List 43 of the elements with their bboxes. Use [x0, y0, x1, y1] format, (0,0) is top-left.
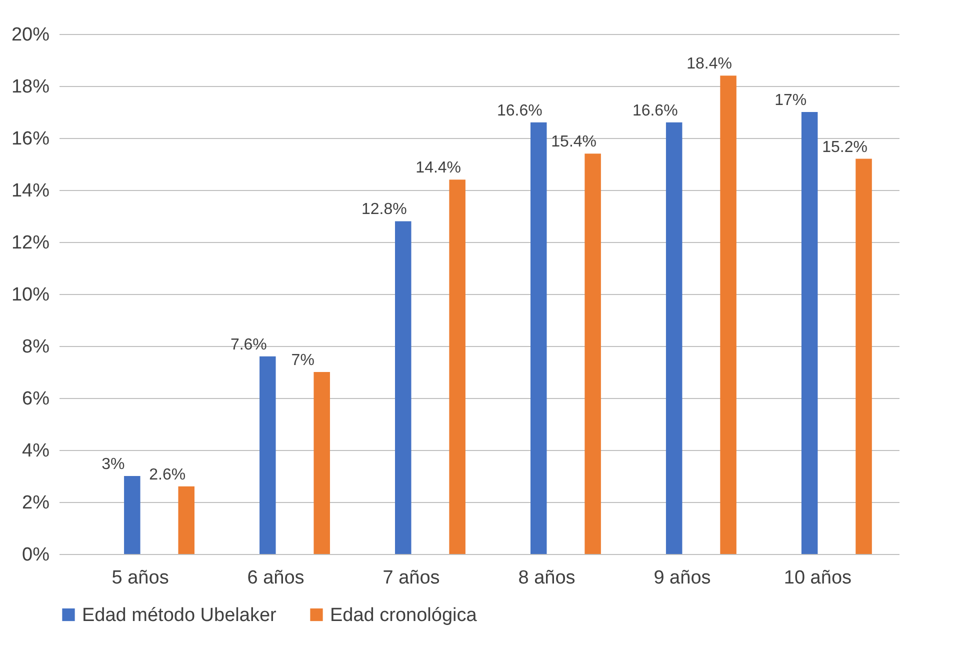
y-tick-label: 8% [22, 336, 50, 358]
bar [530, 122, 547, 554]
bar [395, 221, 412, 554]
y-tick-label: 10% [11, 284, 50, 306]
y-tick-label: 20% [11, 24, 50, 46]
bar [584, 154, 601, 554]
data-label: 14.4% [416, 160, 462, 177]
x-tick-label: 5 años [112, 568, 169, 588]
bar [260, 356, 276, 554]
y-tick-label: 0% [22, 544, 50, 566]
legend-label: Edad cronológica [330, 604, 478, 626]
data-label: 3% [102, 456, 125, 473]
bar [856, 158, 872, 554]
legend-label: Edad método Ubelaker [82, 604, 278, 626]
bar [720, 76, 736, 554]
y-tick-label: 14% [11, 180, 50, 202]
data-label: 7.6% [230, 336, 267, 354]
data-label: 18.4% [686, 56, 732, 73]
data-label: 7% [291, 352, 314, 369]
y-tick-label: 18% [11, 76, 50, 98]
y-tick-label: 6% [22, 388, 50, 410]
bar [801, 112, 818, 554]
x-tick-label: 6 años [247, 568, 304, 588]
y-tick-label: 12% [11, 232, 50, 254]
bar [178, 486, 194, 554]
y-tick-label: 4% [22, 440, 50, 462]
bar [314, 372, 330, 554]
x-tick-label: 8 años [518, 568, 576, 588]
x-tick-label: 7 años [382, 568, 440, 588]
data-label: 12.8% [361, 201, 407, 218]
bar [449, 180, 466, 554]
data-label: 16.6% [496, 102, 542, 120]
bar [124, 476, 140, 554]
data-label: 2.6% [149, 466, 186, 484]
y-tick-label: 2% [22, 492, 50, 514]
data-label: 15.2% [822, 138, 868, 156]
data-label: 15.4% [551, 134, 597, 151]
bar [666, 122, 682, 554]
x-tick-label: 9 años [654, 568, 711, 588]
y-tick-label: 16% [11, 128, 50, 150]
data-label: 17% [774, 92, 807, 109]
x-tick-label: 10 años [784, 568, 852, 588]
data-label: 16.6% [632, 102, 678, 120]
